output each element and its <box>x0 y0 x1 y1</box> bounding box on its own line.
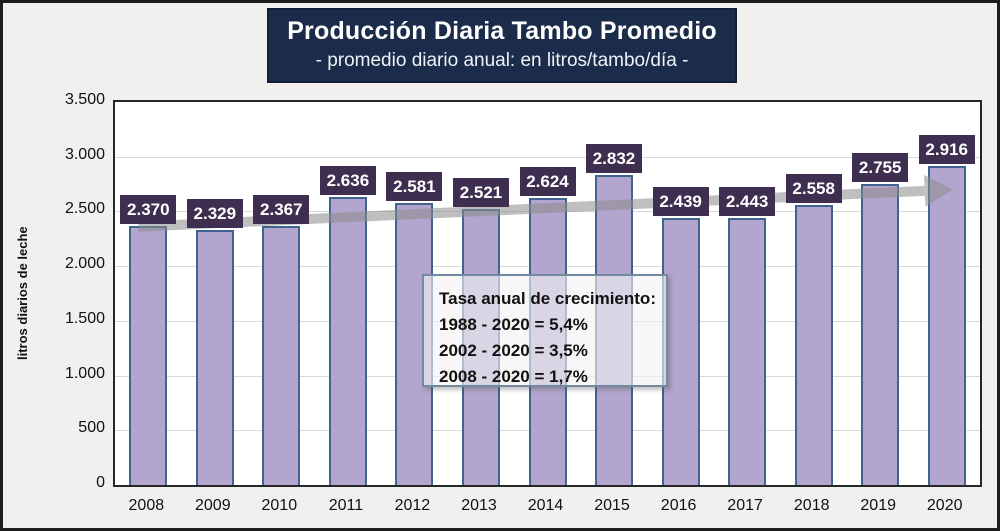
bar-value-label: 2.370 <box>120 194 177 224</box>
x-axis-label: 2015 <box>594 497 630 514</box>
x-axis-label: 2011 <box>328 497 364 514</box>
bar-2017 <box>728 217 767 485</box>
chart-title-box: Producción Diaria Tambo Promedio - prome… <box>267 8 737 83</box>
bar-value-label: 2.755 <box>852 152 909 182</box>
y-tick-label: 2.500 <box>64 200 105 218</box>
x-axis-label: 2016 <box>660 497 697 514</box>
gridline <box>115 156 980 158</box>
x-axis-label: 2014 <box>527 497 564 514</box>
bar-2008 <box>129 225 168 485</box>
y-tick-label: 2.000 <box>64 255 105 273</box>
plot-area: Tasa anual de crecimiento: 1988 - 2020 =… <box>113 100 982 487</box>
bar-value-label: 2.624 <box>519 166 576 196</box>
bar-value-label: 2.439 <box>652 187 709 217</box>
bar-value-label: 2.558 <box>785 174 842 204</box>
growth-rate-line: 1988 - 2020 = 5,4% <box>439 315 588 334</box>
y-tick-label: 1.500 <box>64 309 105 327</box>
x-axis-label: 2013 <box>461 497 497 514</box>
bar-2010 <box>262 226 301 485</box>
chart-title: Producción Diaria Tambo Promedio <box>287 17 717 45</box>
y-tick-label: 500 <box>78 419 105 437</box>
growth-rate-line: 2002 - 2020 = 3,5% <box>439 341 588 360</box>
growth-rate-heading: Tasa anual de crecimiento: <box>439 289 656 308</box>
bar-2020 <box>927 165 966 485</box>
x-axis-label: 2020 <box>926 497 963 514</box>
y-tick-label: 3.000 <box>64 145 105 163</box>
x-axis-label: 2008 <box>128 497 165 514</box>
x-axis-label: 2018 <box>793 497 830 514</box>
x-axis-label: 2009 <box>195 497 231 514</box>
y-tick-label: 1.000 <box>64 364 105 382</box>
x-axis-labels: 2008 2009 2010 2011 2012 2013 2014 2015 2016 2017… <box>113 494 982 522</box>
x-axis-label: 2019 <box>860 497 896 514</box>
bar-value-label: 2.636 <box>319 165 376 195</box>
bar-2011 <box>328 196 367 485</box>
bar-value-label: 2.581 <box>386 171 443 201</box>
bar-value-label: 2.367 <box>253 195 310 224</box>
bar-value-label: 2.916 <box>918 134 975 164</box>
growth-rate-box: Tasa anual de crecimiento: 1988 - 2020 =… <box>422 274 668 387</box>
x-axis-label: 2010 <box>261 497 298 514</box>
x-axis-label: 2017 <box>727 497 763 514</box>
bar-2019 <box>861 183 900 485</box>
bar-value-label: 2.329 <box>186 199 243 229</box>
y-tick-labels: 0 500 1.000 1.500 2.000 2.500 3.000 3.500 <box>3 91 105 491</box>
x-axis-label: 2012 <box>394 497 431 514</box>
bar-2009 <box>195 230 234 485</box>
bar-value-label: 2.832 <box>586 144 642 174</box>
y-tick-label: 0 <box>96 474 105 491</box>
bar-2018 <box>794 205 833 485</box>
bar-value-label: 2.521 <box>453 178 509 208</box>
y-tick-label: 3.500 <box>64 91 105 108</box>
bar-value-label: 2.443 <box>719 186 776 216</box>
growth-rate-line: 2008 - 2020 = 1,7% <box>439 367 588 386</box>
chart-subtitle: - promedio diario anual: en litros/tambo… <box>315 50 689 71</box>
